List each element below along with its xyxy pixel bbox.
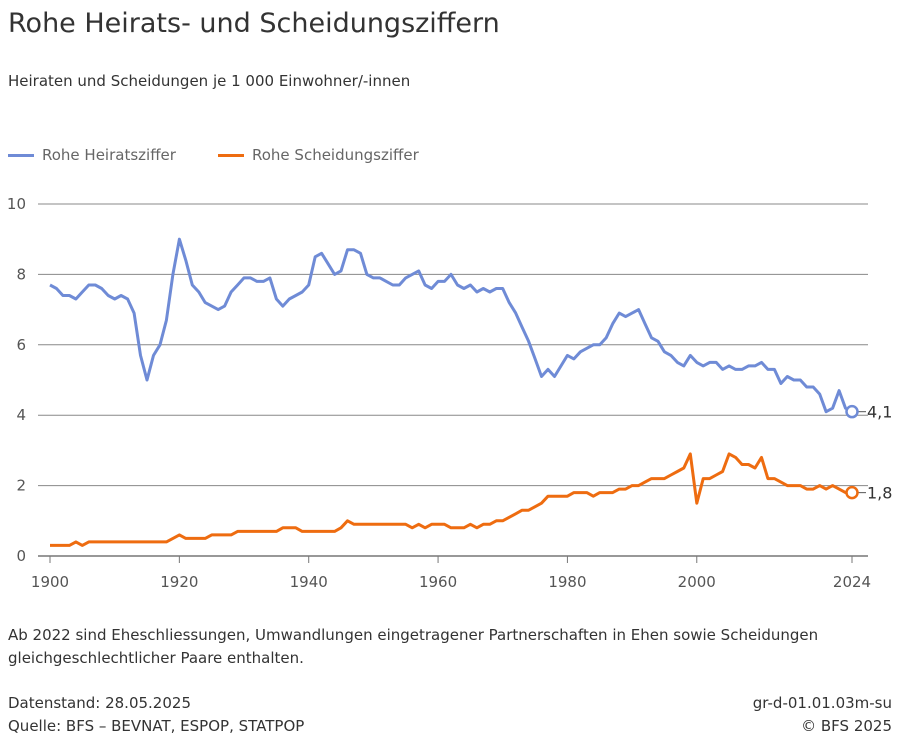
x-tick-label: 1980 <box>548 573 586 591</box>
footnote: Ab 2022 sind Eheschliessungen, Umwandlun… <box>8 626 819 667</box>
x-tick-label: 1900 <box>31 573 69 591</box>
x-tick-label: 1960 <box>419 573 457 591</box>
x-axis: 1900 1920 1940 1960 1980 2000 2024 <box>31 556 871 591</box>
data-date: Datenstand: 28.05.2025 <box>8 694 191 712</box>
grid-lines <box>38 203 868 557</box>
y-tick-label: 2 <box>16 477 26 495</box>
copyright: © BFS 2025 <box>801 717 892 735</box>
chart-subtitle: Heiraten und Scheidungen je 1 000 Einwoh… <box>8 72 411 90</box>
end-point-marker[interactable] <box>845 404 859 419</box>
end-value-label: 1,8 <box>867 484 892 503</box>
legend-swatch-scheidungsziffer <box>218 153 244 157</box>
legend-label-scheidungsziffer: Rohe Scheidungsziffer <box>252 146 419 164</box>
x-tick-label: 2000 <box>678 573 716 591</box>
x-tick-label: 1940 <box>290 573 328 591</box>
end-point-marker[interactable] <box>845 485 859 500</box>
x-tick-label: 1920 <box>160 573 198 591</box>
legend-item-heiratsziffer[interactable]: Rohe Heiratsziffer <box>8 146 176 164</box>
legend-item-scheidungsziffer[interactable]: Rohe Scheidungsziffer <box>218 146 419 164</box>
y-tick-label: 8 <box>16 265 26 283</box>
y-axis-ticks: 0 2 4 6 8 10 <box>7 195 26 565</box>
data-source: Quelle: BFS – BEVNAT, ESPOP, STATPOP <box>8 717 305 735</box>
graphic-code: gr-d-01.01.03m-su <box>752 694 892 712</box>
y-tick-label: 6 <box>16 336 26 354</box>
legend-swatch-heiratsziffer <box>8 153 34 157</box>
y-tick-label: 0 <box>16 547 26 565</box>
legend-label-heiratsziffer: Rohe Heiratsziffer <box>42 146 176 164</box>
series-line-1 <box>50 452 852 547</box>
end-value-label: 4,1 <box>867 403 892 422</box>
line-chart: 0 2 4 6 8 10 1900 1920 1940 1960 1980 2000 2024 4,1… <box>7 195 893 591</box>
chart-title: Rohe Heirats- und Scheidungsziffern <box>8 8 500 39</box>
x-tick-label: 2024 <box>833 573 871 591</box>
series-line-0 <box>49 237 853 414</box>
end-markers: 4,1 1,8 <box>845 403 892 503</box>
y-tick-label: 10 <box>7 195 26 213</box>
y-tick-label: 4 <box>16 406 26 424</box>
series-lines <box>49 237 853 547</box>
